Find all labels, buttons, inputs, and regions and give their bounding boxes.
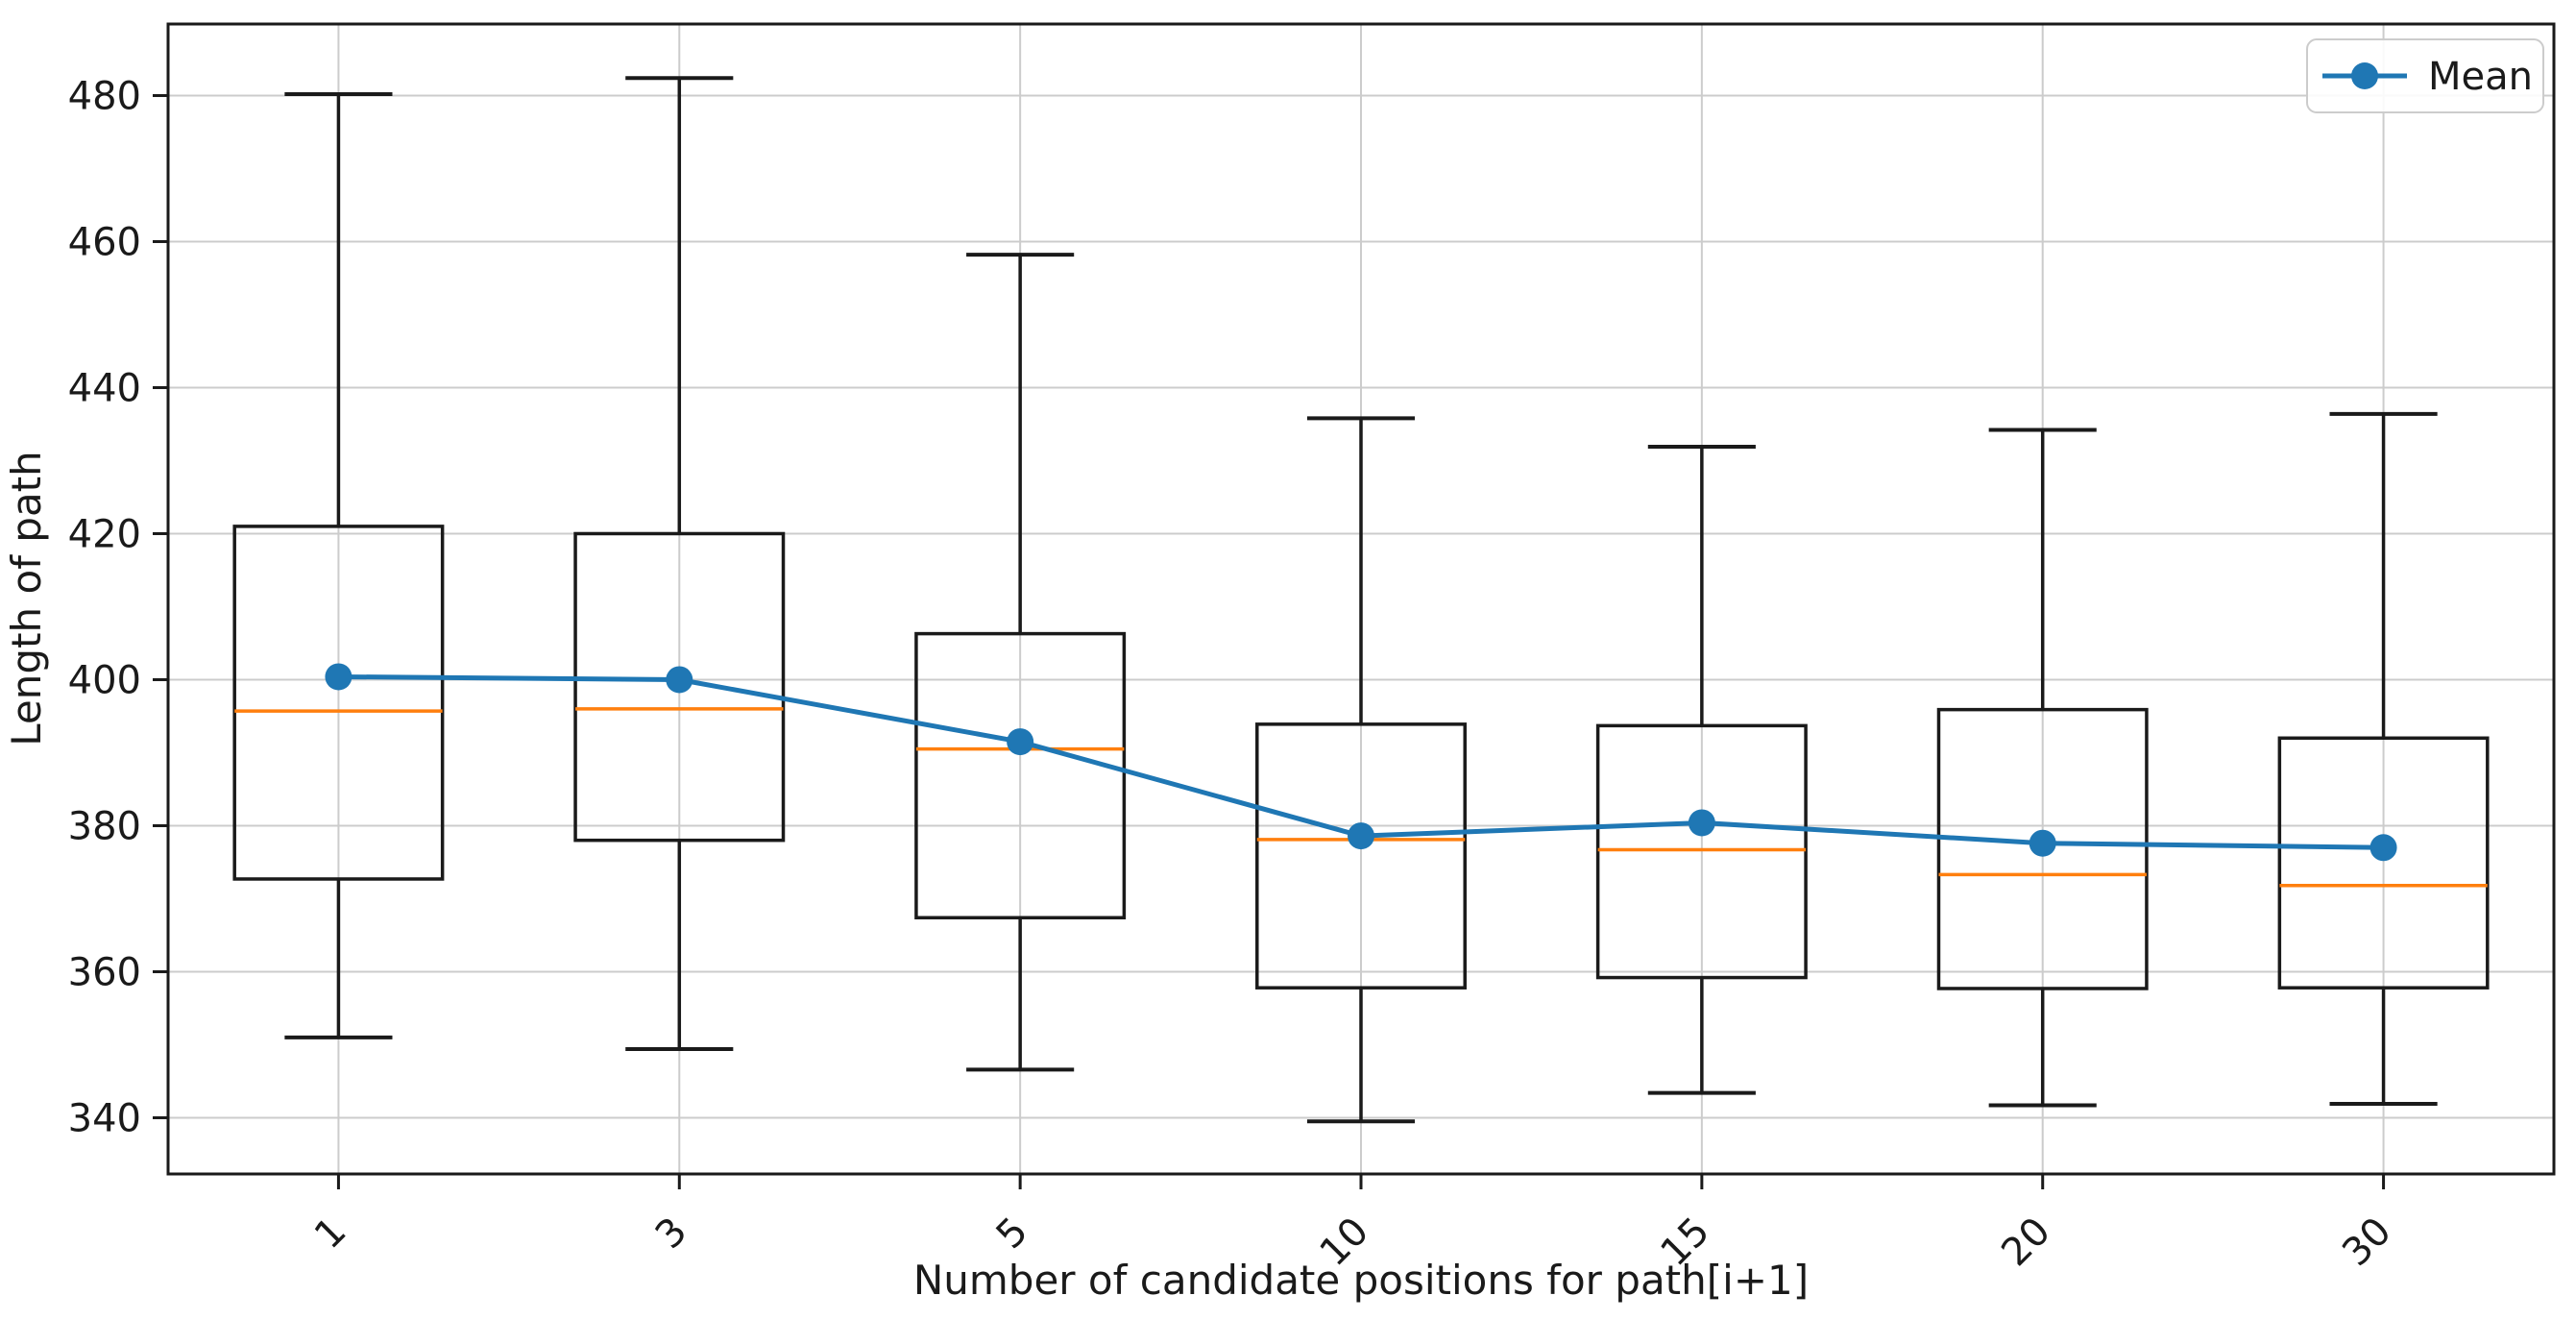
boxplot-group [1255,416,1467,1124]
iqr-box [2277,736,2490,990]
mean-line-layer [325,663,2397,862]
legend-mean-marker-icon [2351,62,2378,89]
y-tick-label: 420 [68,512,141,556]
iqr-box [1255,722,1467,990]
x-tick-label: 3 [647,1210,696,1259]
legend: Mean [2306,38,2544,113]
boxplot-group [1595,445,1808,1095]
legend-box [2306,38,2544,113]
y-tick-label: 380 [68,804,141,848]
axis-layer [153,22,2556,1189]
y-tick-label: 400 [68,658,141,702]
x-tick-label: 1 [306,1210,355,1259]
mean-marker [1688,809,1715,837]
mean-marker [1007,728,1034,756]
mean-marker [666,666,693,694]
mean-marker [325,663,352,691]
x-axis-title: Number of candidate positions for path[i… [913,1257,1809,1304]
boxplot-group [1936,428,2149,1108]
iqr-box [573,531,786,843]
iqr-box [1936,707,2149,990]
iqr-box [914,631,1127,919]
boxplot-group [232,91,445,1039]
y-tick-label: 480 [68,74,141,118]
x-tick-label: 20 [1993,1210,2059,1276]
boxplot-group [573,76,786,1052]
x-tick-label: 5 [988,1210,1037,1259]
box-layer [232,76,2490,1124]
y-tick-label: 460 [68,220,141,264]
boxplot-group [2277,411,2490,1107]
mean-marker [2029,829,2056,857]
mean-marker [2369,834,2397,862]
y-tick-label: 340 [68,1096,141,1140]
y-tick-label: 360 [68,950,141,994]
y-tick-label: 440 [68,366,141,410]
iqr-box [232,525,445,881]
legend-label: Mean [2428,55,2533,99]
y-axis-title: Length of path [3,451,50,746]
iqr-box [1595,723,1808,980]
x-tick-label: 30 [2334,1210,2400,1276]
mean-marker [1348,822,1374,850]
